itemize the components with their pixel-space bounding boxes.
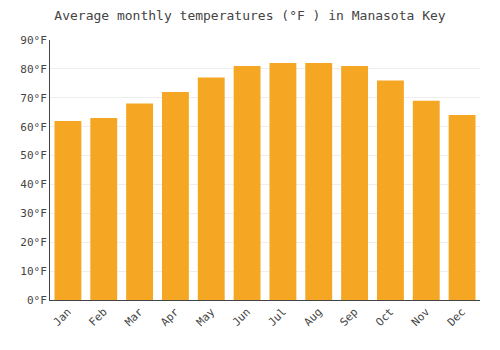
svg-text:60°F: 60°F (20, 121, 47, 134)
svg-text:80°F: 80°F (20, 63, 47, 76)
svg-text:May: May (194, 305, 218, 329)
svg-text:90°F: 90°F (20, 34, 47, 47)
svg-text:Oct: Oct (373, 306, 396, 329)
svg-text:Apr: Apr (158, 305, 182, 329)
svg-text:40°F: 40°F (20, 178, 47, 191)
svg-text:Sep: Sep (337, 306, 360, 329)
svg-text:Mar: Mar (122, 305, 146, 329)
svg-text:0°F: 0°F (27, 294, 47, 307)
svg-text:Jul: Jul (266, 306, 289, 329)
svg-text:50°F: 50°F (20, 149, 47, 162)
svg-text:Average monthly temperatures (: Average monthly temperatures (°F ) in Ma… (54, 8, 446, 23)
svg-text:70°F: 70°F (20, 92, 47, 105)
svg-text:Aug: Aug (302, 306, 325, 329)
svg-text:Jan: Jan (51, 306, 74, 329)
svg-text:30°F: 30°F (20, 207, 47, 220)
svg-text:Feb: Feb (87, 306, 110, 329)
svg-text:10°F: 10°F (20, 265, 47, 278)
svg-text:Dec: Dec (445, 306, 468, 329)
svg-text:20°F: 20°F (20, 236, 47, 249)
svg-text:Jun: Jun (230, 306, 253, 329)
svg-text:Nov: Nov (409, 305, 433, 329)
